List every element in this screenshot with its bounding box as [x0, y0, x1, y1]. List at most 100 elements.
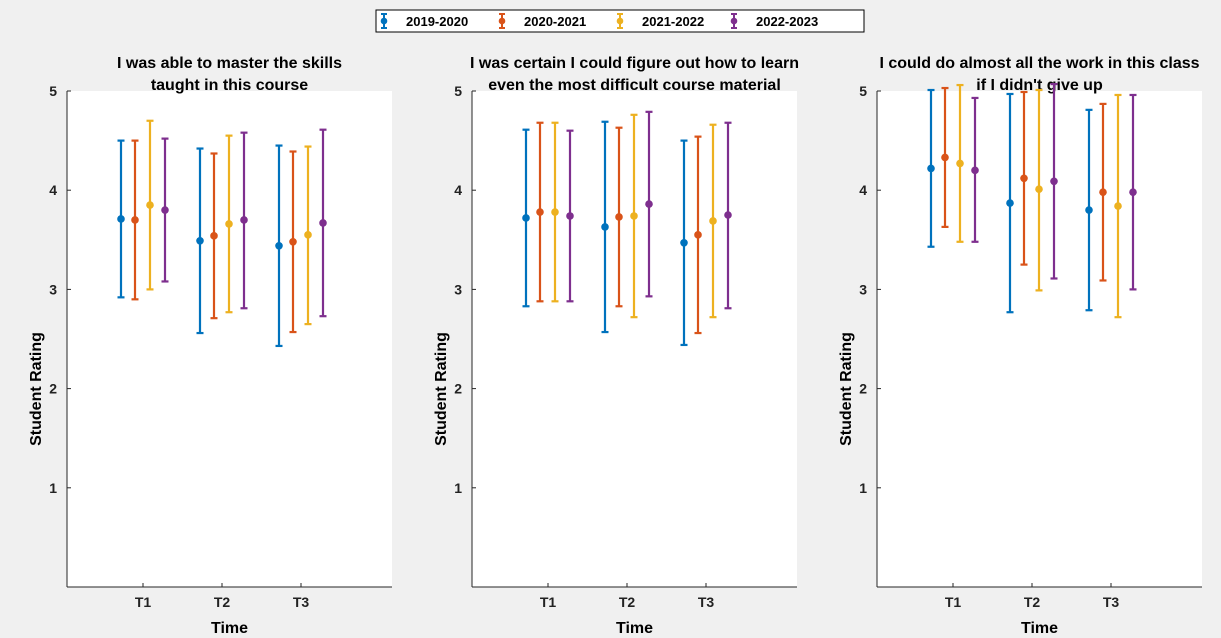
- errorbar-2019-2020-t3: [1085, 108, 1093, 312]
- errorbar-2022-2023-t3: [1129, 93, 1137, 291]
- y-tick-label: 3: [49, 281, 57, 297]
- mean-point: [630, 212, 638, 220]
- x-tick-label: T1: [540, 594, 557, 610]
- y-tick-label: 1: [454, 480, 462, 496]
- mean-point: [1020, 174, 1028, 183]
- y-tick-label: 1: [49, 480, 57, 496]
- mean-point: [117, 215, 125, 223]
- mean-point: [1006, 199, 1014, 207]
- subplots: I was able to master the skills taught in…: [28, 55, 1202, 637]
- series-2021-2022: [956, 83, 1122, 319]
- mean-point: [131, 216, 139, 224]
- y-tick-label: 1: [859, 480, 867, 496]
- legend-item-2021-2022: 2021-2022: [616, 13, 704, 29]
- errorbar-2021-2022-t3: [709, 123, 717, 319]
- errorbar-2022-2023-t2: [1050, 82, 1058, 280]
- errorbar-2021-2022-t2: [225, 134, 233, 314]
- x-tick-label: T2: [1024, 594, 1041, 610]
- errorbar-2020-2021-t3: [1099, 102, 1107, 282]
- mean-point: [161, 206, 169, 214]
- legend-label: 2020-2021: [524, 14, 586, 29]
- mean-point: [1085, 206, 1093, 214]
- errorbar-2022-2023-t2: [645, 110, 653, 298]
- mean-point: [1114, 202, 1122, 210]
- y-tick-label: 3: [454, 281, 462, 297]
- errorbar-2019-2020-t3: [275, 144, 283, 348]
- legend-label: 2019-2020: [406, 14, 468, 29]
- x-axis-label: Time: [616, 620, 653, 637]
- mean-point: [927, 164, 935, 173]
- errorbar-2022-2023-t1: [566, 129, 574, 303]
- mean-point: [724, 211, 732, 219]
- errorbar-2020-2021-t2: [615, 126, 623, 308]
- mean-point: [319, 219, 327, 227]
- y-tick-label: 2: [49, 381, 57, 397]
- y-axis-label: Student Rating: [28, 332, 45, 446]
- chart-title: even the most difficult course material: [488, 77, 781, 94]
- errorbar-2020-2021-t1: [131, 139, 139, 301]
- x-tick-label: T3: [293, 594, 310, 610]
- legend-item-2020-2021: 2020-2021: [498, 13, 586, 29]
- errorbar-2019-2020-t2: [196, 147, 204, 335]
- subplot-2: I was certain I could figure out how to …: [433, 55, 799, 637]
- series-2019-2020: [117, 139, 283, 348]
- y-tick-label: 5: [859, 83, 867, 99]
- x-axis-label: Time: [211, 620, 248, 637]
- y-tick-label: 4: [49, 182, 57, 198]
- errorbar-2021-2022-t2: [1035, 88, 1043, 292]
- series-2021-2022: [146, 119, 312, 326]
- errorbar-2022-2023-t3: [319, 128, 327, 318]
- errorbar-2021-2022-t2: [630, 113, 638, 319]
- x-tick-label: T3: [1103, 594, 1120, 610]
- mean-point: [1035, 185, 1043, 194]
- mean-point: [1050, 177, 1058, 186]
- y-tick-label: 5: [49, 83, 57, 99]
- errorbar-2021-2022-t3: [304, 145, 312, 326]
- series-2020-2021: [131, 139, 297, 334]
- errorbar-2019-2020-t2: [601, 120, 609, 334]
- mean-point: [956, 159, 964, 168]
- x-axis-label: Time: [1021, 620, 1058, 637]
- mean-point: [1099, 188, 1107, 196]
- legend-item-2019-2020: 2019-2020: [380, 13, 468, 29]
- x-tick-label: T3: [698, 594, 715, 610]
- y-tick-label: 4: [859, 182, 867, 198]
- mean-point: [275, 241, 283, 250]
- series-2022-2023: [566, 110, 732, 310]
- mean-point: [941, 153, 949, 162]
- y-tick-label: 2: [859, 381, 867, 397]
- mean-point: [680, 238, 688, 247]
- errorbar-2019-2020-t3: [680, 139, 688, 347]
- x-tick-label: T2: [619, 594, 636, 610]
- legend-label: 2021-2022: [642, 14, 704, 29]
- mean-point: [146, 201, 154, 209]
- series-2020-2021: [536, 121, 702, 335]
- mean-point: [196, 236, 204, 245]
- errorbar-2022-2023-t1: [161, 137, 169, 283]
- mean-point: [645, 200, 653, 208]
- errorbar-2020-2021-t2: [1020, 90, 1028, 266]
- errorbar-2021-2022-t3: [1114, 93, 1122, 319]
- mean-point: [694, 231, 702, 239]
- series-2022-2023: [161, 128, 327, 318]
- errorbar-2022-2023-t1: [971, 96, 979, 243]
- series-2019-2020: [927, 88, 1093, 314]
- chart-title: taught in this course: [151, 77, 308, 94]
- mean-point: [240, 216, 248, 224]
- errorbar-2019-2020-t1: [927, 88, 935, 248]
- series-2022-2023: [971, 82, 1137, 291]
- mean-point: [971, 166, 979, 175]
- errorbar-2021-2022-t1: [551, 121, 559, 303]
- errorbar-2020-2021-t3: [694, 135, 702, 335]
- x-tick-label: T1: [135, 594, 152, 610]
- errorbar-2020-2021-t1: [941, 86, 949, 229]
- errorbar-2020-2021-t3: [289, 150, 297, 334]
- mean-point: [566, 212, 574, 220]
- mean-point: [709, 217, 717, 225]
- errorbar-2019-2020-t1: [522, 128, 530, 308]
- series-2019-2020: [522, 120, 688, 347]
- y-tick-label: 5: [454, 83, 462, 99]
- legend: 2019-2020 2020-2021 2021-2022 2022-2023: [375, 9, 865, 33]
- mean-point: [225, 220, 233, 228]
- series-2021-2022: [551, 113, 717, 319]
